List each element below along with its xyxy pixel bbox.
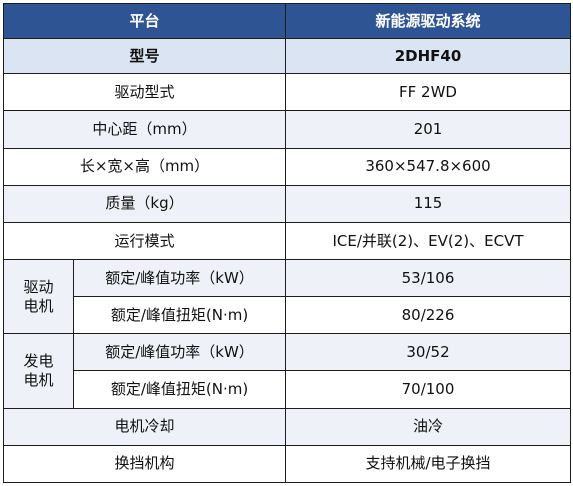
drive-type-label: 驱动型式: [2, 73, 287, 112]
generator-torque-label: 额定/峰值扭矩(N·m): [72, 370, 287, 409]
motor-cooling-value: 油冷: [285, 407, 572, 446]
generator-torque-value: 70/100: [285, 370, 572, 409]
dimensions-label: 长×宽×高（mm）: [2, 147, 287, 186]
generator-group-line1: 发电: [23, 352, 54, 371]
table-row: 驱动型式 FF 2WD: [2, 73, 572, 112]
model-row: 型号 2DHF40: [2, 38, 572, 75]
header-system-cell: 新能源驱动系统: [285, 2, 572, 40]
mass-value: 115: [285, 184, 572, 223]
table-row: 长×宽×高（mm） 360×547.8×600: [2, 147, 572, 186]
shift-mechanism-label: 换挡机构: [2, 444, 287, 484]
center-distance-value: 201: [285, 110, 572, 149]
table-row: 发电 电机 额定/峰值功率（kW） 30/52: [3, 333, 572, 409]
table-row: 换挡机构 支持机械/电子换挡: [2, 444, 572, 484]
table-row: 驱动 电机 额定/峰值功率（kW） 53/106: [3, 258, 572, 335]
table-row: 运行模式 ICE/并联(2)、EV(2)、ECVT: [2, 221, 572, 260]
model-value-cell: 2DHF40: [285, 38, 572, 75]
drive-motor-power-value: 53/106: [285, 258, 572, 298]
drive-motor-group-line1: 驱动: [23, 277, 54, 296]
generator-power-value: 30/52: [285, 333, 572, 372]
table-row: 额定/峰值扭矩(N·m) 70/100: [4, 370, 572, 409]
mass-label: 质量（kg）: [2, 184, 287, 223]
drive-type-value: FF 2WD: [285, 73, 572, 112]
drive-motor-power-label: 额定/峰值功率（kW）: [72, 258, 287, 298]
table-row: 中心距（mm） 201: [2, 110, 572, 149]
table-row: 额定/峰值扭矩(N·m) 80/226: [4, 296, 572, 335]
drive-motor-torque-value: 80/226: [285, 296, 572, 335]
shift-mechanism-value: 支持机械/电子换挡: [285, 444, 572, 484]
header-row: 平台 新能源驱动系统: [2, 2, 572, 40]
center-distance-label: 中心距（mm）: [2, 110, 287, 149]
drive-motor-torque-label: 额定/峰值扭矩(N·m): [72, 296, 287, 335]
dimensions-value: 360×547.8×600: [285, 147, 572, 186]
model-label-cell: 型号: [2, 38, 287, 75]
generator-group-cell: 发电 电机: [3, 333, 74, 409]
operating-mode-label: 运行模式: [2, 221, 287, 260]
table-row: 质量（kg） 115: [2, 184, 572, 223]
drive-motor-group-line2: 电机: [23, 296, 54, 315]
generator-power-label: 额定/峰值功率（kW）: [72, 333, 287, 372]
table-row: 电机冷却 油冷: [2, 407, 572, 446]
operating-mode-value: ICE/并联(2)、EV(2)、ECVT: [285, 221, 572, 260]
drive-motor-group-cell: 驱动 电机: [3, 258, 74, 335]
header-platform-cell: 平台: [2, 2, 287, 40]
motor-cooling-label: 电机冷却: [2, 407, 287, 446]
generator-group-line2: 电机: [23, 370, 54, 389]
